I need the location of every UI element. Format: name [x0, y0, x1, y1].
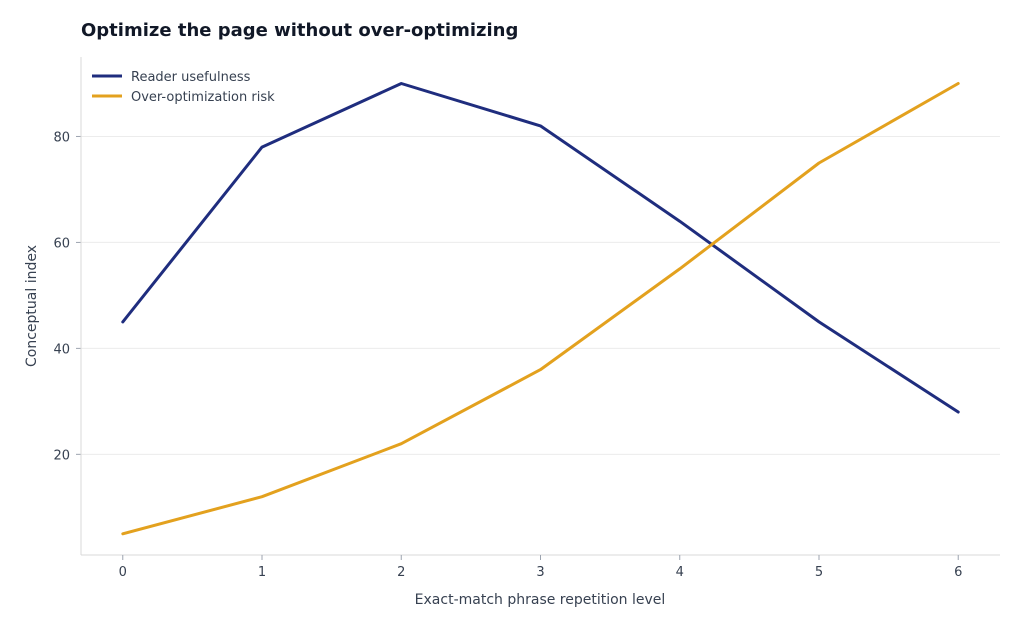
- legend: Reader usefulness Over-optimization risk: [92, 70, 275, 105]
- x-tick-label: 1: [258, 565, 266, 580]
- chart-title: Optimize the page without over-optimizin…: [81, 20, 519, 41]
- x-tick-label: 4: [676, 565, 684, 580]
- grid-lines: [81, 135, 1000, 455]
- series-line-2: [121, 82, 960, 536]
- y-axis-label: Conceptual index: [24, 245, 40, 367]
- y-tick-label: 40: [53, 342, 70, 357]
- x-tick-label: 2: [397, 565, 405, 580]
- x-tick-label: 6: [954, 565, 962, 580]
- legend-label: Over-optimization risk: [131, 90, 275, 105]
- x-tick-label: 0: [119, 565, 127, 580]
- y-tick-label: 20: [53, 448, 70, 463]
- x-axis-label: Exact-match phrase repetition level: [415, 592, 666, 608]
- x-tick-label: 3: [536, 565, 544, 580]
- x-tick-label: 5: [815, 565, 823, 580]
- y-tick-label: 80: [53, 130, 70, 145]
- y-tick-label: 60: [53, 236, 70, 251]
- axes: [76, 57, 1000, 560]
- legend-label: Reader usefulness: [131, 70, 251, 85]
- series-line-1: [121, 82, 960, 414]
- series-lines: [121, 82, 960, 536]
- tick-labels: 20 40 60 80 0 1 2 3 4 5 6: [53, 130, 962, 580]
